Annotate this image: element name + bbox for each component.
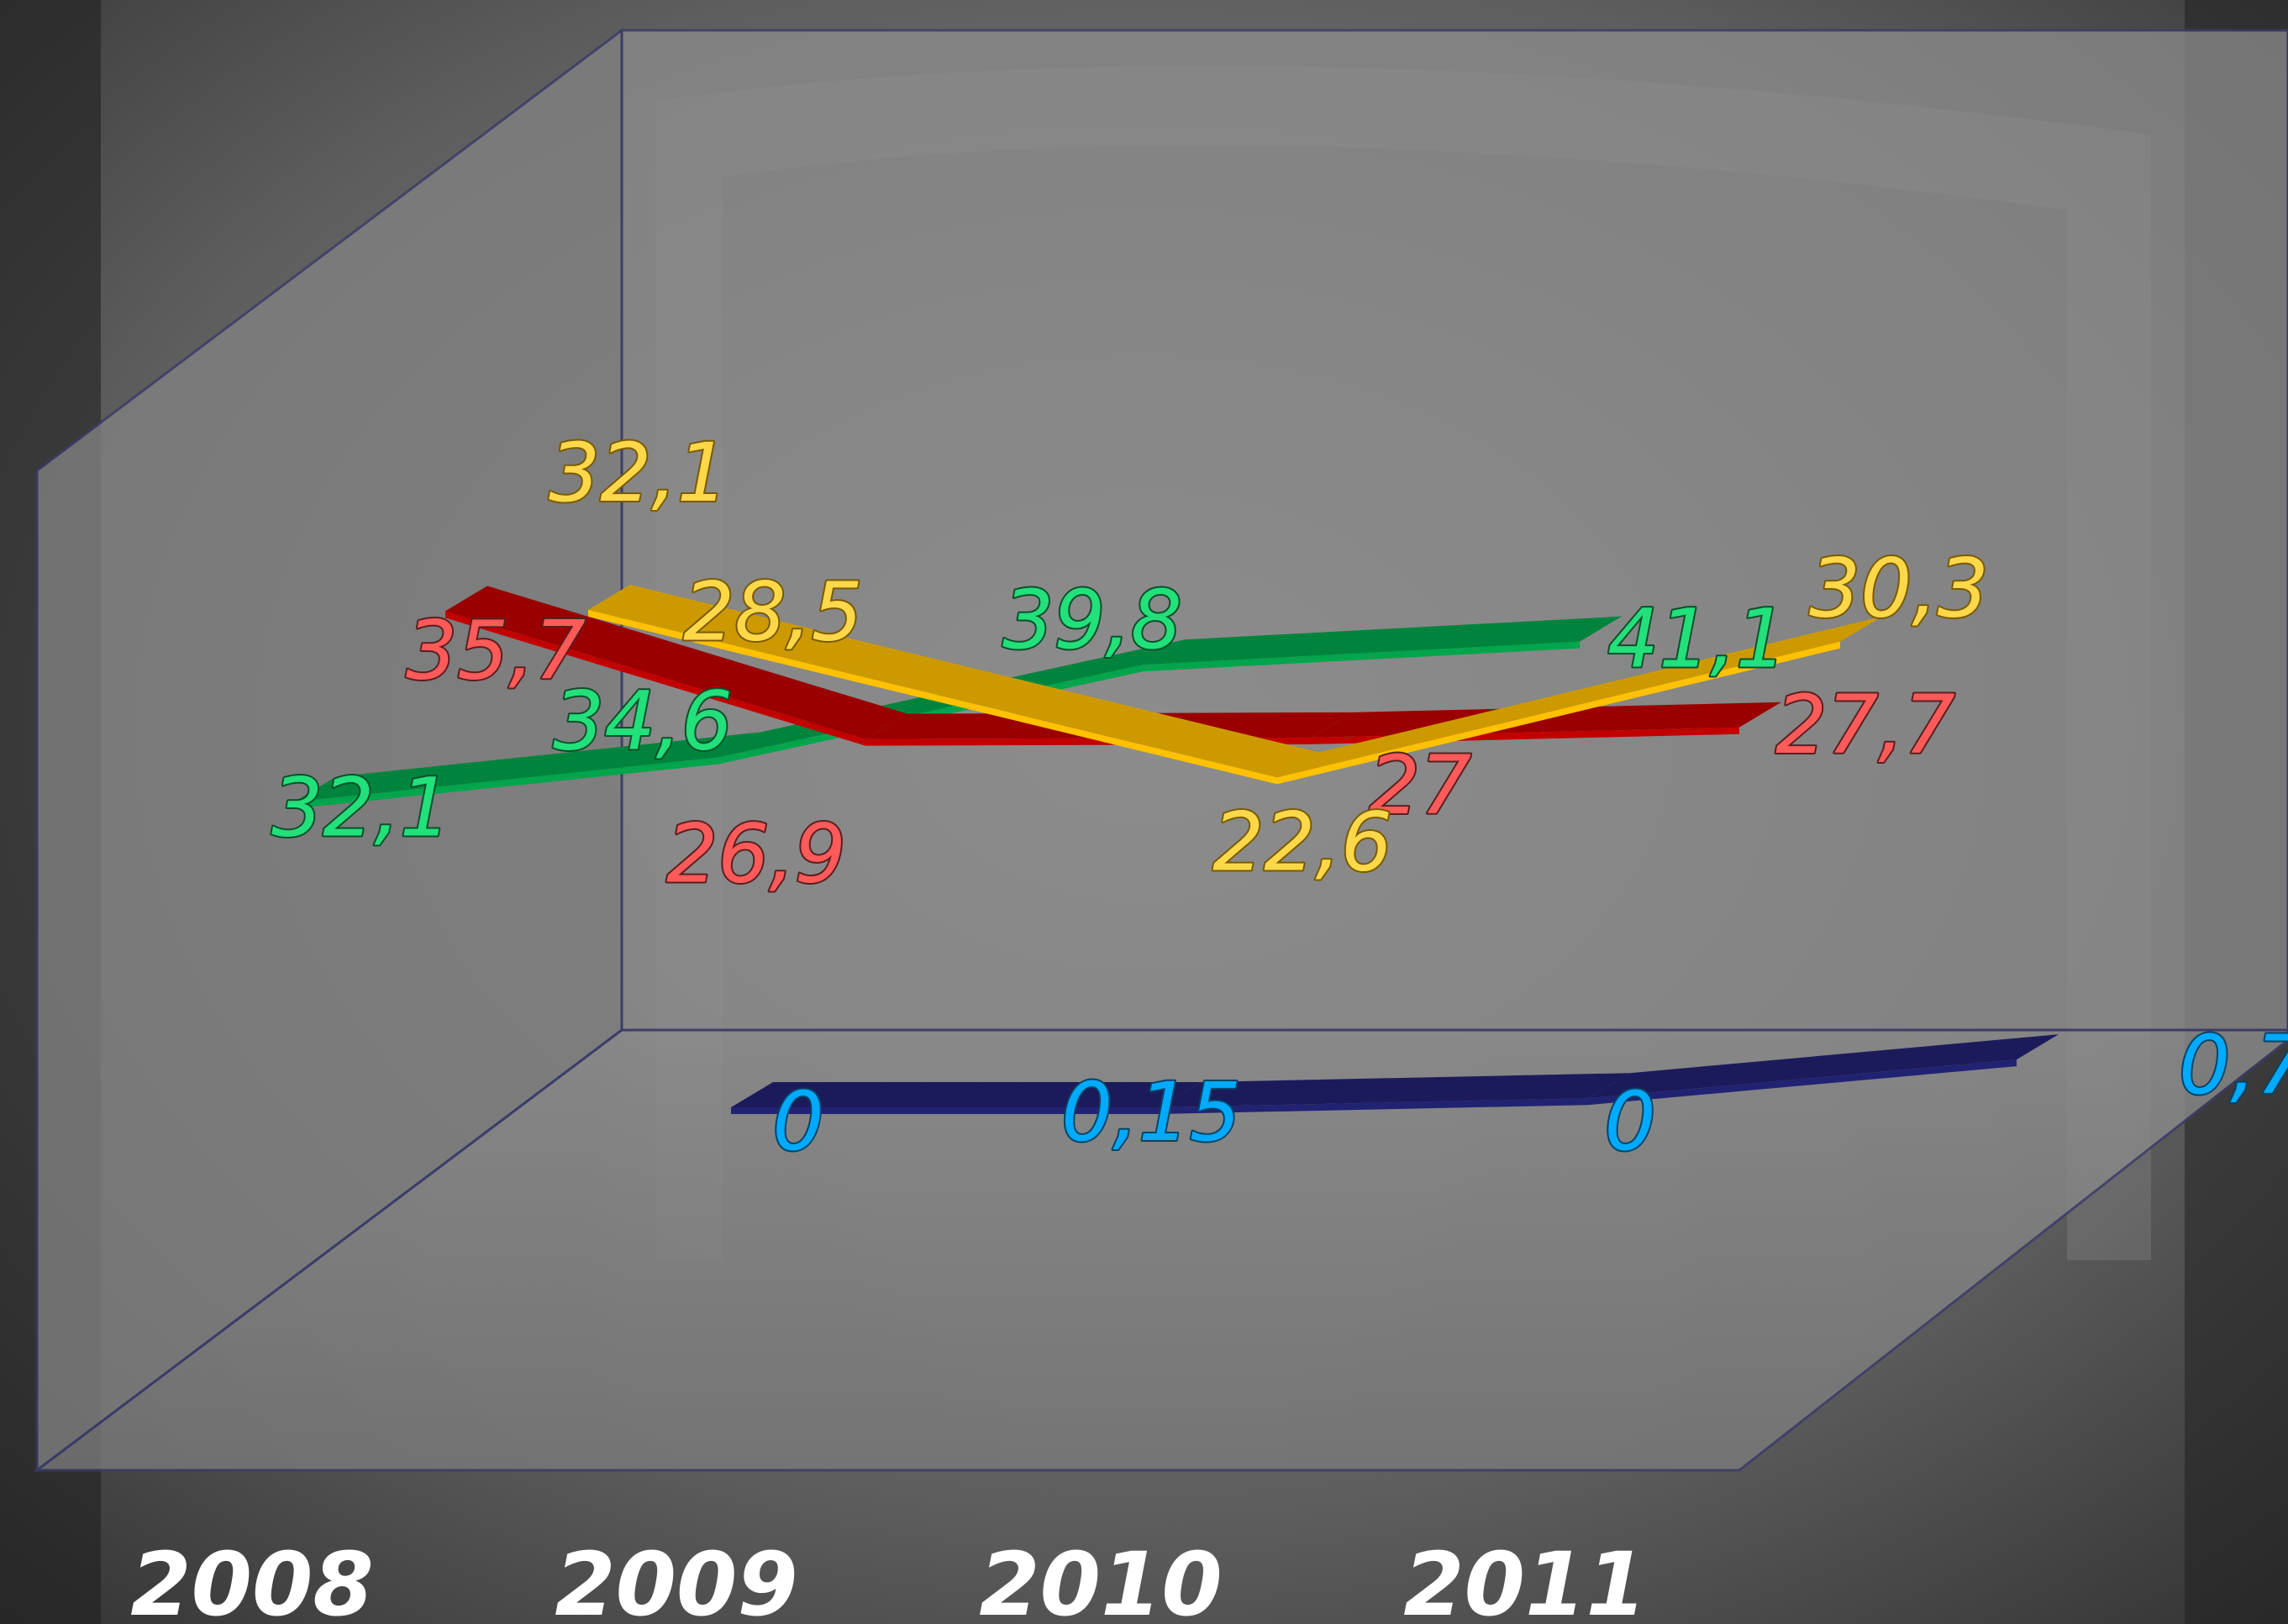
series-3-ribbon-edge-1 xyxy=(1160,1098,1588,1114)
series-2-ribbon-segment-0 xyxy=(294,732,760,802)
series-3-ribbon-segment-2 xyxy=(1588,1034,2059,1099)
series-3-ribbon-segment-0 xyxy=(731,1082,1202,1107)
value-labels: 0 0 0,15 0,79 32,1 34,6 39,8 41,1 35,7 26,9 27 27,7… xyxy=(270,424,2288,1170)
series-2-ribbon-segment-2 xyxy=(1143,616,1622,665)
series-0-value-label-3: 30,3 xyxy=(1809,542,1989,636)
series-2-value-label-3: 41,1 xyxy=(1607,592,1787,686)
x-axis-label-2008: 2008 xyxy=(130,1533,373,1624)
series-3-ribbon-segment-1 xyxy=(1160,1073,1630,1107)
chart-floor xyxy=(33,1028,2288,1472)
series-0-ribbon-segment-1 xyxy=(849,648,1319,778)
series-3-ribbon-edge-2 xyxy=(1588,1059,2017,1106)
series-3-value-label-0: 0 xyxy=(772,1075,823,1169)
series-3-value-label-1: 0 xyxy=(1604,1075,1655,1169)
x-axis-labels: 2008 2009 2010 2011 xyxy=(130,1533,1646,1624)
series-3-ribbon-edge-0 xyxy=(731,1107,1160,1114)
series-0-ribbon-edge-1 xyxy=(849,673,1277,785)
series-1-ribbon-edge-0 xyxy=(445,611,865,746)
series-0-value-label-1: 28,5 xyxy=(683,565,863,660)
series-0-value-label-2: 22,6 xyxy=(1212,795,1392,889)
x-axis-label-2009: 2009 xyxy=(555,1533,797,1624)
series-0-ribbon-edge-2 xyxy=(1277,641,1840,785)
x-axis-label-2011: 2011 xyxy=(1403,1533,1646,1624)
series-1-value-label-0: 35,7 xyxy=(406,603,586,697)
series-0-ribbon-segment-0 xyxy=(588,584,891,674)
series-1-value-label-2: 27 xyxy=(1369,738,1471,833)
x-axis-label-2010: 2010 xyxy=(979,1533,1222,1624)
series-2-value-label-1: 34,6 xyxy=(553,674,733,768)
series-0-value-label-0: 32,1 xyxy=(549,426,728,520)
series-3-value-label-2: 0,15 xyxy=(1061,1065,1241,1159)
series-0-ribbon-edge-0 xyxy=(588,609,849,681)
series-0-ribbon-segment-2 xyxy=(1277,616,1882,778)
series-1-ribbon-segment-0 xyxy=(445,586,907,739)
series-2-value-label-0: 32,1 xyxy=(271,760,451,854)
series-1-value-label-3: 27,7 xyxy=(1775,678,1955,772)
series-2-value-label-2: 39,8 xyxy=(1002,573,1182,667)
series-1-value-label-1: 26,9 xyxy=(666,807,846,901)
series-ribbons xyxy=(294,584,2059,1114)
chart-back-wall xyxy=(620,29,2288,1032)
series-2-ribbon-edge-0 xyxy=(294,757,718,809)
series-2-ribbon-edge-2 xyxy=(1143,641,1580,672)
series-3-value-label-3: 0,79 xyxy=(2179,1018,2288,1112)
